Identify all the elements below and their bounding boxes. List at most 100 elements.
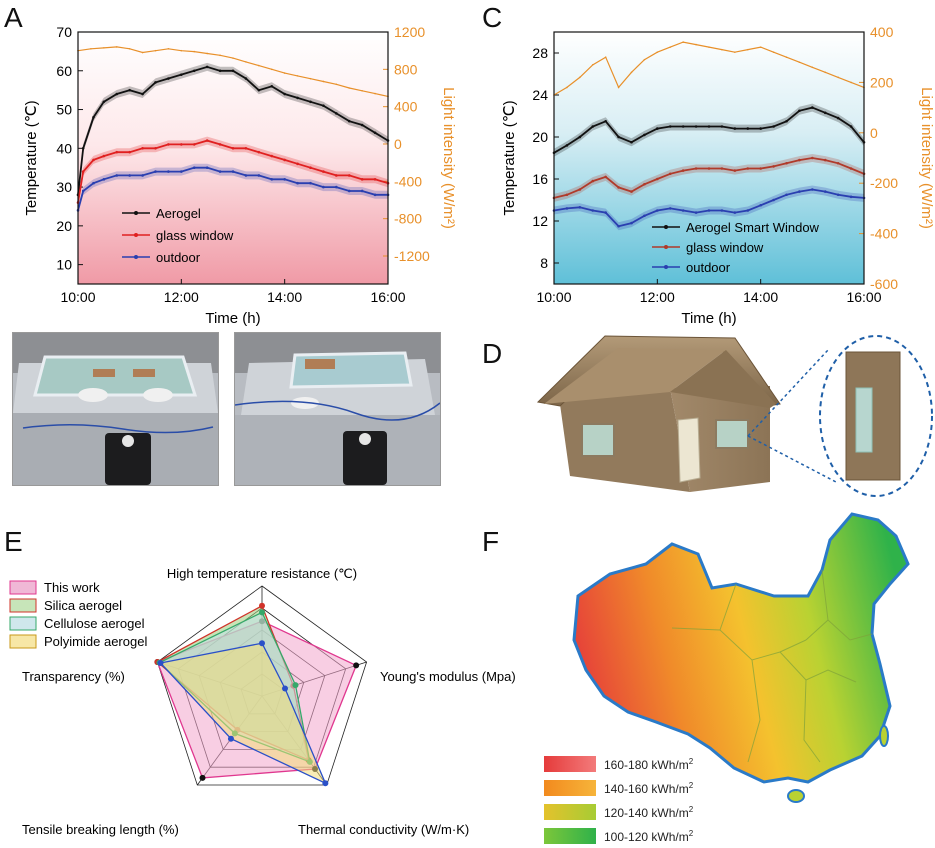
data-point xyxy=(218,170,222,173)
series-line-aerogel xyxy=(77,65,389,195)
y-tick-label: 60 xyxy=(56,63,72,79)
data-point xyxy=(566,86,568,89)
radar-point xyxy=(259,609,265,616)
china-solar-map xyxy=(572,512,910,803)
data-point xyxy=(180,73,183,76)
data-point xyxy=(244,147,248,150)
map-legend-item: 140-160 kWh/m2 xyxy=(544,776,693,800)
data-point xyxy=(849,195,853,199)
data-point xyxy=(695,43,697,46)
data-point xyxy=(309,181,312,185)
data-point xyxy=(721,48,723,51)
data-point xyxy=(296,96,299,100)
data-point xyxy=(206,52,208,55)
data-point xyxy=(81,189,85,193)
data-point xyxy=(668,125,672,128)
data-point xyxy=(617,224,620,228)
y2-tick-label: -800 xyxy=(394,211,422,227)
chart-c-temperature-light: 8 12 16 20 24 28 -600 -400 -200 0 200 400 10:00 12:00… xyxy=(501,24,935,327)
radar-point xyxy=(259,640,265,647)
data-point xyxy=(746,167,750,170)
data-point xyxy=(849,167,853,170)
data-point xyxy=(759,127,762,130)
map-legend-item: 100-120 kWh/m2 xyxy=(544,824,693,848)
photo-aerogel-test-box-right xyxy=(234,332,441,486)
data-point xyxy=(296,75,299,77)
data-point xyxy=(257,174,261,177)
y2-tick-label: -1200 xyxy=(394,248,430,264)
chart-c-y2-label: Light intensity (W/m²) xyxy=(918,87,935,229)
data-point xyxy=(669,46,672,48)
data-point xyxy=(373,193,377,197)
y2-tick-label: -600 xyxy=(870,276,898,292)
series-error-band xyxy=(554,185,864,231)
radar-grid-ring xyxy=(156,585,368,786)
x-tick-label: 12:00 xyxy=(164,289,199,305)
chart-c-x-label: Time (h) xyxy=(681,310,736,327)
data-point xyxy=(836,116,840,120)
data-point xyxy=(759,167,762,170)
data-point xyxy=(707,209,711,212)
legend-label-glass-window-c: glass window xyxy=(686,240,764,255)
data-point xyxy=(154,81,157,84)
data-point xyxy=(798,61,801,64)
map-legend: 160-180 kWh/m2 140-160 kWh/m2 120-140 kW… xyxy=(544,752,693,848)
data-point xyxy=(643,133,646,137)
data-point xyxy=(604,119,607,123)
x-tick-label: 16:00 xyxy=(846,289,881,305)
panel-label-a: A xyxy=(4,2,23,33)
radar-point xyxy=(259,602,265,609)
data-point xyxy=(192,69,196,73)
data-point xyxy=(81,170,85,173)
data-point xyxy=(681,125,685,128)
data-point xyxy=(296,181,299,185)
data-point xyxy=(244,77,248,80)
data-point xyxy=(141,51,144,54)
data-point xyxy=(746,48,749,51)
data-point xyxy=(270,68,273,71)
data-point xyxy=(283,72,286,74)
data-point xyxy=(335,185,338,189)
data-point xyxy=(218,69,222,73)
data-point xyxy=(578,135,582,139)
data-point xyxy=(734,51,736,53)
data-point xyxy=(707,125,711,128)
legend-label-glass-window: glass window xyxy=(156,228,234,243)
map-legend-item: 120-140 kWh/m2 xyxy=(544,800,693,824)
data-point xyxy=(348,87,351,89)
chart-c-y-label: Temperature (℃) xyxy=(501,100,518,215)
chart-a-legend: Aerogel glass window outdoor xyxy=(122,206,234,265)
data-point xyxy=(785,193,788,197)
data-point xyxy=(591,63,594,66)
data-point xyxy=(283,158,286,162)
legend-label-outdoor: outdoor xyxy=(156,250,201,265)
data-point xyxy=(798,158,801,162)
data-point xyxy=(141,147,144,150)
data-point xyxy=(180,49,183,52)
data-point xyxy=(656,177,659,181)
data-point xyxy=(694,125,698,128)
data-point xyxy=(811,188,814,191)
y2-tick-label: 0 xyxy=(394,136,402,152)
data-point xyxy=(579,76,581,79)
data-point xyxy=(694,211,698,214)
data-point xyxy=(102,178,106,181)
panel-label-e: E xyxy=(4,526,23,557)
radar-point xyxy=(227,735,234,742)
series-line-outdoor xyxy=(77,166,388,211)
data-point xyxy=(746,127,750,130)
y2-tick-label: 800 xyxy=(394,61,418,77)
data-point xyxy=(630,190,633,193)
data-point xyxy=(785,161,788,165)
chart-c-legend: Aerogel Smart Window glass window outdoo… xyxy=(652,220,820,275)
data-point xyxy=(115,92,119,96)
data-point xyxy=(283,178,286,181)
data-point xyxy=(824,71,827,74)
data-point xyxy=(231,170,235,173)
data-point xyxy=(772,198,775,202)
data-point xyxy=(604,211,607,214)
data-point xyxy=(630,71,633,74)
data-point xyxy=(232,57,234,59)
y-tick-label: 8 xyxy=(540,255,548,271)
radar-axis-label-modulus: Young's modulus (Mpa) xyxy=(380,669,516,684)
